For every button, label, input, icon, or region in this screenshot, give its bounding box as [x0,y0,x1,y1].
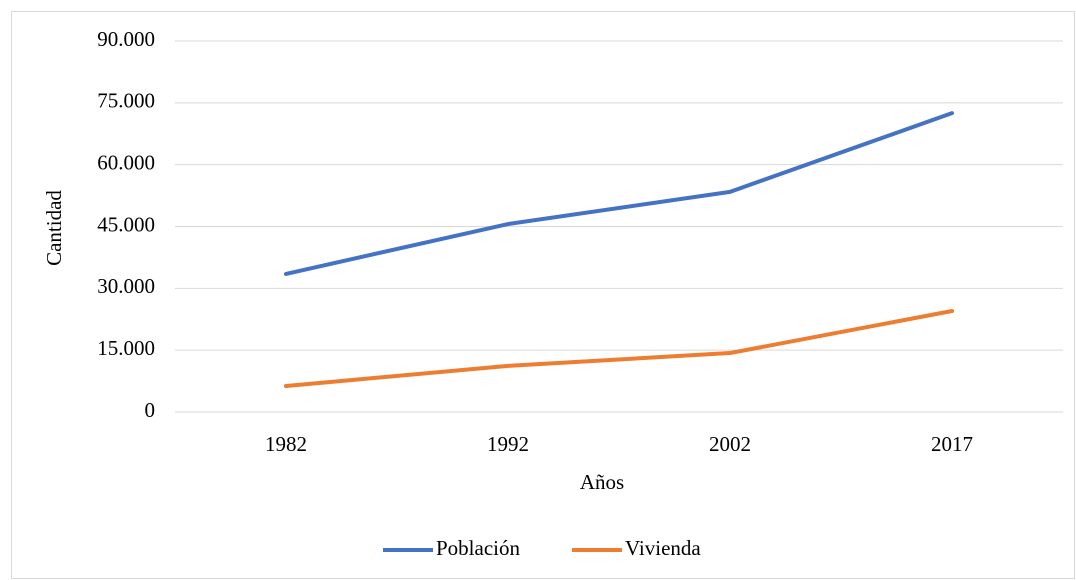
y-axis-label: Cantidad [42,190,66,266]
y-tick-label: 0 [145,398,156,422]
y-tick-label: 15.000 [97,336,155,360]
series-line [284,111,954,276]
y-tick-label: 45.000 [97,212,155,236]
x-tick-label: 1982 [265,432,307,456]
x-tick-label: 1992 [487,432,529,456]
y-tick-label: 60.000 [97,150,155,174]
x-axis-label: Años [580,470,624,494]
y-tick-label: 75.000 [97,89,155,113]
y-tick-label: 30.000 [97,274,155,298]
x-tick-label: 2017 [931,432,973,456]
y-tick-label: 90.000 [97,27,155,51]
legend-label: Población [436,536,520,560]
series-line [284,309,954,389]
chart-border [11,11,1075,579]
x-tick-label: 2002 [709,432,751,456]
legend-label: Vivienda [625,536,701,560]
